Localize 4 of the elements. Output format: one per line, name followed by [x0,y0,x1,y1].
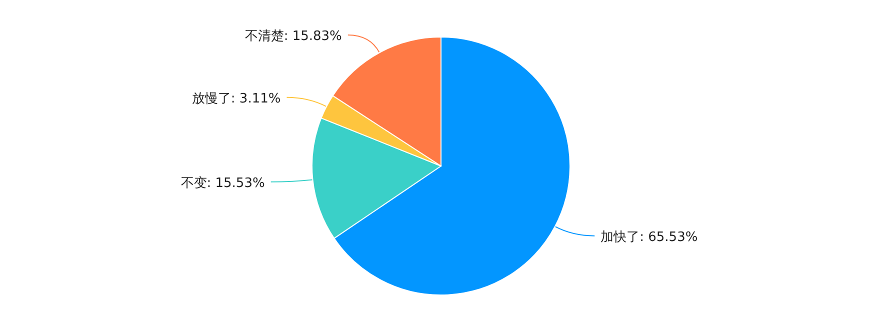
slice-label: 放慢了: 3.11% [192,91,281,106]
slice-label: 不变: 15.53% [180,176,265,191]
slice-label: 加快了: 65.53% [600,230,698,245]
slice-label: 不清楚: 15.83% [244,29,342,44]
